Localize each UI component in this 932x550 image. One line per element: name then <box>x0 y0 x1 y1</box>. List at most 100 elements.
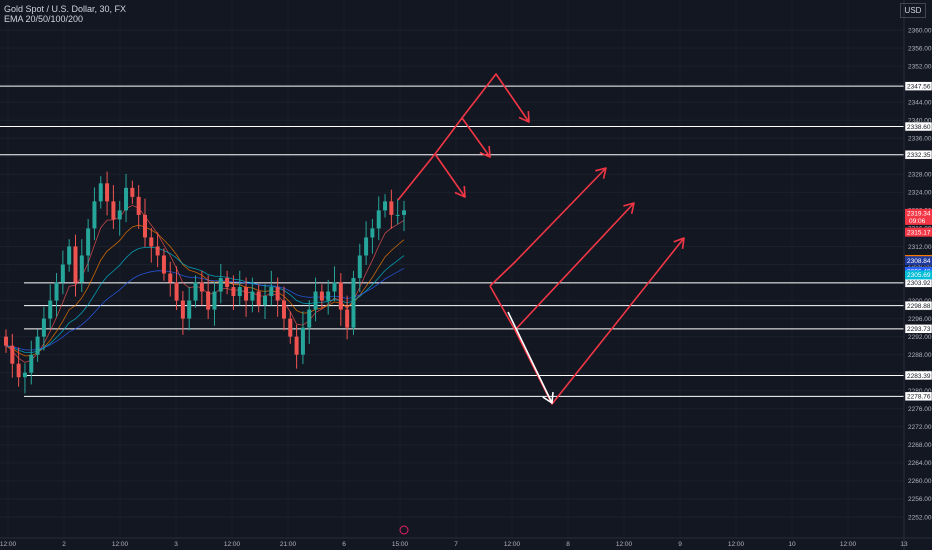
candle-body <box>263 296 268 306</box>
candle-body <box>364 237 369 256</box>
candle-body <box>161 255 166 274</box>
arrow-head <box>595 167 607 179</box>
candle-body <box>4 336 8 346</box>
candle-body <box>402 210 406 215</box>
candle-body <box>332 282 337 292</box>
level-tag-label: 2347.56 <box>907 83 931 90</box>
candle-body <box>313 291 318 310</box>
y-tick-label: 2356.00 <box>908 45 932 52</box>
candle-body <box>281 300 286 319</box>
candle-body <box>54 282 59 301</box>
y-tick-label: 2324.00 <box>908 190 932 197</box>
ema-line <box>5 224 405 357</box>
candle-body <box>237 287 242 297</box>
candle-body <box>117 210 122 220</box>
y-tick-label: 2252.00 <box>908 514 932 521</box>
candle-body <box>124 187 129 211</box>
candle-body <box>212 291 217 310</box>
candle-body <box>338 282 343 310</box>
x-tick-label: 6 <box>342 541 346 548</box>
x-tick-label: 3 <box>174 541 178 548</box>
y-tick-label: 2340.00 <box>908 118 932 125</box>
candle-body <box>174 282 179 301</box>
level-tag-label: 2278.76 <box>907 394 931 401</box>
y-tick-label: 2272.00 <box>908 424 932 431</box>
price-tag <box>905 256 932 266</box>
level-tag-label: 2303.92 <box>907 280 931 287</box>
candle-body <box>29 354 34 373</box>
level-tag-label: 2332.35 <box>907 152 931 159</box>
level-tag-label: 2298.88 <box>907 303 931 310</box>
y-tick-label: 2360.00 <box>908 27 932 34</box>
price-tag-label: 2305.69 <box>907 272 931 279</box>
price-tag <box>905 270 932 280</box>
candle-body <box>73 246 78 283</box>
indicator-label: EMA 20/50/100/200 <box>4 14 84 24</box>
level-tag <box>904 370 932 381</box>
candle-body <box>357 255 362 279</box>
level-tag <box>904 391 932 402</box>
candle-body <box>395 214 400 216</box>
candle-body <box>307 309 312 328</box>
candle-body <box>105 183 110 202</box>
ema-line <box>5 204 405 363</box>
candle-body <box>10 345 15 364</box>
candle-body <box>389 201 394 215</box>
x-tick-label: 13 <box>900 541 908 548</box>
candle-body <box>193 282 198 301</box>
price-tag <box>905 227 932 237</box>
x-tick-label: 10 <box>788 541 796 548</box>
chart-title: Gold Spot / U.S. Dollar, 30, FX <box>4 4 127 14</box>
replay-icon <box>399 525 409 535</box>
x-tick-label: 2 <box>62 541 66 548</box>
x-tick-label: 9 <box>678 541 682 548</box>
price-tag-label: 2308.84 <box>907 258 931 265</box>
candle-body <box>48 300 53 319</box>
arrow-head <box>673 237 685 250</box>
y-tick-label: 2256.00 <box>908 496 932 503</box>
candle-body <box>60 264 65 283</box>
y-tick-label: 2296.00 <box>908 316 932 323</box>
x-tick-label: 12:00 <box>728 541 745 548</box>
candle-body <box>67 246 72 265</box>
level-tag <box>904 121 932 132</box>
y-tick-label: 2280.00 <box>908 388 932 395</box>
projection-arrow-down <box>507 311 553 404</box>
x-tick-label: 7 <box>454 541 458 548</box>
y-tick-label: 2268.00 <box>908 442 932 449</box>
candle-body <box>142 214 147 238</box>
candle-body <box>269 287 274 297</box>
level-tag-label: 2293.73 <box>907 326 931 333</box>
candle-body <box>111 201 116 220</box>
candle-body <box>149 237 154 247</box>
x-tick-label: 12:00 <box>616 541 633 548</box>
x-tick-label: 12:00 <box>112 541 129 548</box>
projection-arrow <box>514 237 685 405</box>
projection-arrow <box>461 73 530 123</box>
candle-body <box>16 363 21 378</box>
candle-body <box>250 291 255 301</box>
candle-body <box>180 300 185 319</box>
y-tick-label: 2276.00 <box>908 406 932 413</box>
y-tick-label: 2292.00 <box>908 334 932 341</box>
currency-button[interactable]: USD <box>900 3 926 18</box>
candle-body <box>288 318 293 337</box>
x-tick-label: 12:00 <box>224 541 241 548</box>
arrow-head <box>542 391 554 404</box>
ema-line <box>5 246 405 354</box>
candle-body <box>187 300 192 319</box>
candle-body <box>225 278 230 288</box>
candle-body <box>231 287 236 297</box>
ema-line <box>5 267 405 351</box>
y-tick-label: 2288.00 <box>908 352 932 359</box>
arrow-head <box>479 145 491 158</box>
x-tick-label: 8 <box>566 541 570 548</box>
level-tag-label: 2283.39 <box>907 373 931 380</box>
x-tick-label: 15:00 <box>392 541 409 548</box>
candle-body <box>256 291 261 306</box>
candle-body <box>206 291 211 310</box>
candle-body <box>383 201 388 211</box>
candle-body <box>275 287 280 301</box>
y-tick-label: 2260.00 <box>908 478 932 485</box>
